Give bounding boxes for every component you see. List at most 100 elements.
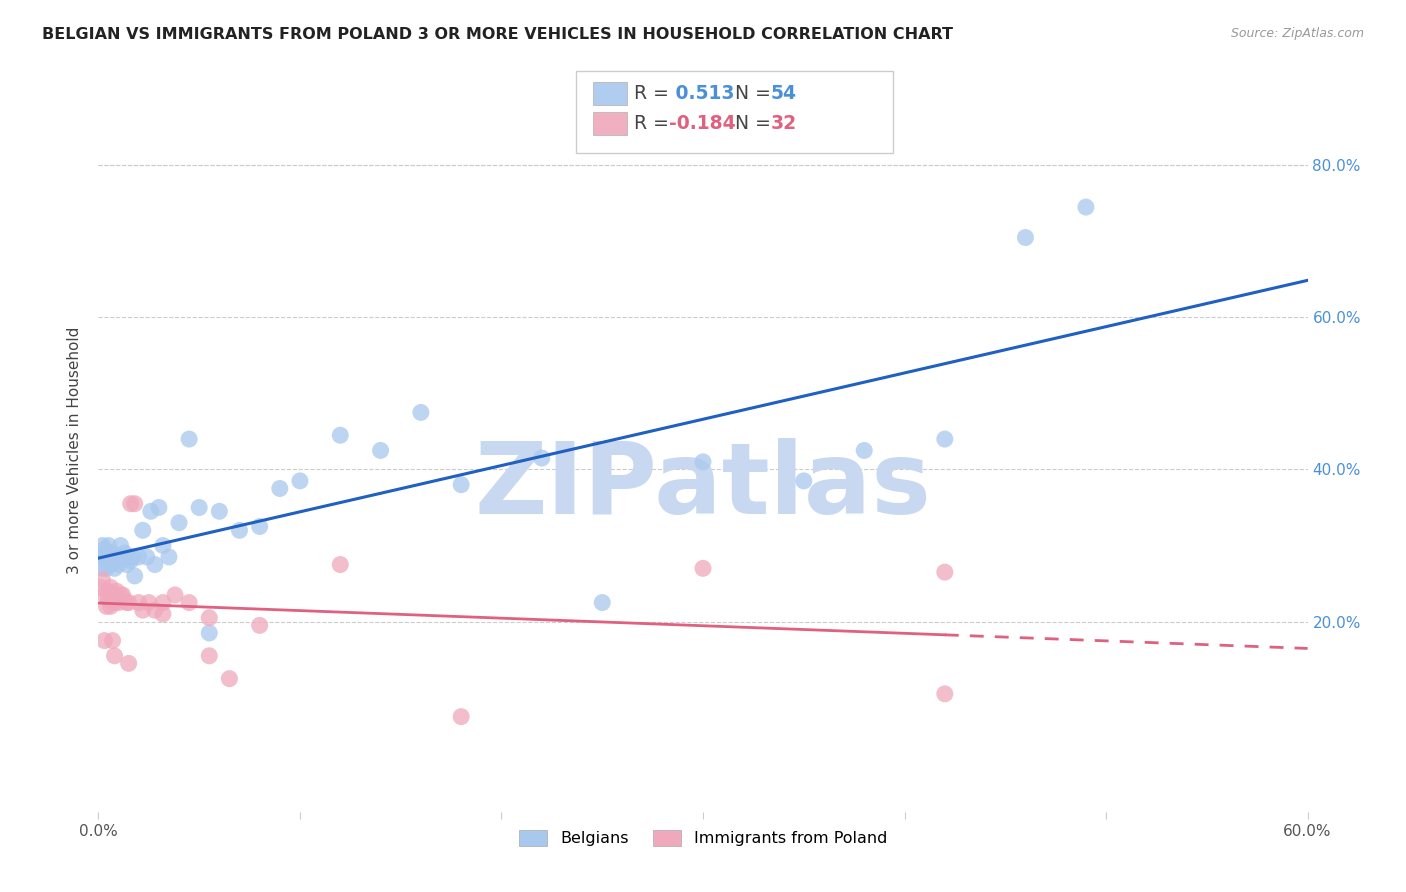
Point (329, 428, 352, 442)
Point (121, 549, 143, 564)
Point (91, 539, 114, 553)
Point (152, 539, 174, 553)
Point (103, 561, 125, 575)
Text: BELGIAN VS IMMIGRANTS FROM POLAND 3 OR MORE VEHICLES IN HOUSEHOLD CORRELATION CH: BELGIAN VS IMMIGRANTS FROM POLAND 3 OR M… (42, 27, 953, 42)
Point (450, 477, 472, 491)
Point (105, 584, 128, 599)
Point (114, 546, 136, 560)
Point (96, 554, 118, 568)
Point (198, 648, 221, 663)
Point (167, 516, 190, 530)
Text: N =: N = (735, 113, 778, 133)
Text: -0.184: -0.184 (669, 113, 735, 133)
Point (218, 672, 240, 686)
Point (118, 657, 141, 671)
Point (138, 596, 160, 610)
Point (110, 588, 132, 602)
Point (118, 596, 141, 610)
Point (100, 549, 122, 564)
Point (188, 500, 211, 515)
Text: R =: R = (634, 84, 675, 103)
Point (120, 497, 142, 511)
Point (93, 542, 115, 557)
Point (120, 554, 142, 568)
Point (163, 588, 186, 602)
Point (329, 558, 352, 572)
Point (143, 558, 166, 572)
Point (132, 603, 155, 617)
Point (105, 549, 128, 564)
Text: 54: 54 (770, 84, 796, 103)
Point (111, 588, 134, 602)
Point (409, 405, 432, 419)
Point (249, 519, 271, 533)
Point (107, 596, 129, 610)
Point (96, 599, 118, 614)
Point (135, 549, 157, 564)
Point (793, 474, 815, 488)
Point (692, 561, 714, 575)
Point (128, 549, 150, 564)
Point (132, 524, 155, 538)
Point (853, 443, 876, 458)
Point (97, 539, 120, 553)
Point (107, 558, 129, 572)
Point (115, 558, 138, 572)
Point (249, 618, 271, 632)
Point (97, 591, 120, 606)
Point (139, 504, 162, 518)
Text: Source: ZipAtlas.com: Source: ZipAtlas.com (1230, 27, 1364, 40)
Point (198, 611, 221, 625)
Point (91, 573, 114, 587)
Point (157, 549, 180, 564)
Point (152, 607, 174, 621)
Point (100, 599, 122, 614)
Y-axis label: 3 or more Vehicles in Household: 3 or more Vehicles in Household (67, 326, 83, 574)
Point (103, 554, 125, 568)
Point (152, 596, 174, 610)
Point (1074, 200, 1097, 214)
Point (111, 549, 134, 564)
Legend: Belgians, Immigrants from Poland: Belgians, Immigrants from Poland (510, 822, 896, 855)
Point (91, 561, 114, 575)
Point (103, 596, 125, 610)
Point (89, 580, 111, 594)
Text: 32: 32 (770, 113, 797, 133)
Point (179, 596, 201, 610)
Point (288, 474, 311, 488)
Point (93, 588, 115, 602)
Point (101, 633, 124, 648)
Point (591, 596, 613, 610)
Point (530, 451, 553, 466)
Point (934, 565, 956, 579)
Point (934, 687, 956, 701)
Point (692, 455, 714, 469)
Point (1014, 230, 1036, 244)
Point (115, 596, 138, 610)
Point (110, 539, 132, 553)
Text: R =: R = (634, 113, 675, 133)
Point (198, 626, 221, 640)
Point (97, 558, 120, 572)
Point (208, 504, 231, 518)
Point (450, 709, 472, 723)
Point (89, 549, 111, 564)
Point (124, 569, 146, 583)
Point (101, 546, 124, 560)
Point (228, 524, 250, 538)
Point (101, 554, 124, 568)
Point (93, 633, 115, 648)
Point (103, 588, 125, 602)
Point (103, 648, 125, 663)
Point (179, 432, 201, 446)
Point (93, 549, 115, 564)
Text: 0.513: 0.513 (669, 84, 735, 103)
Point (143, 603, 166, 617)
Point (96, 561, 118, 575)
Point (100, 558, 122, 572)
Point (370, 443, 392, 458)
Point (128, 596, 150, 610)
Point (97, 584, 120, 599)
Text: ZIPatlas: ZIPatlas (475, 438, 931, 535)
Point (118, 549, 141, 564)
